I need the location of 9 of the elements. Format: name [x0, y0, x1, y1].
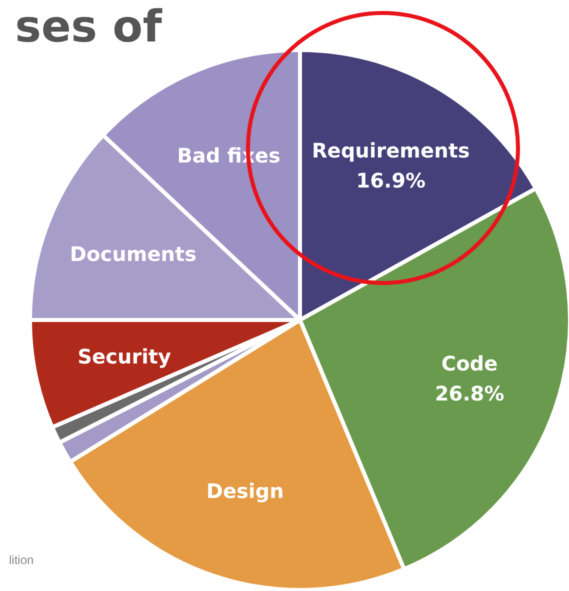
data-label: 26.8% [434, 382, 504, 406]
slice-label: Documents [70, 242, 196, 266]
text: lition [9, 553, 34, 567]
slice-label: Design [206, 478, 284, 503]
slice-label: Security [78, 344, 172, 368]
data-label: 16.9% [356, 168, 426, 192]
chart-title: ses of [15, 2, 163, 52]
slice-label: Code [441, 352, 498, 376]
slice-label: Requirements [312, 138, 470, 162]
